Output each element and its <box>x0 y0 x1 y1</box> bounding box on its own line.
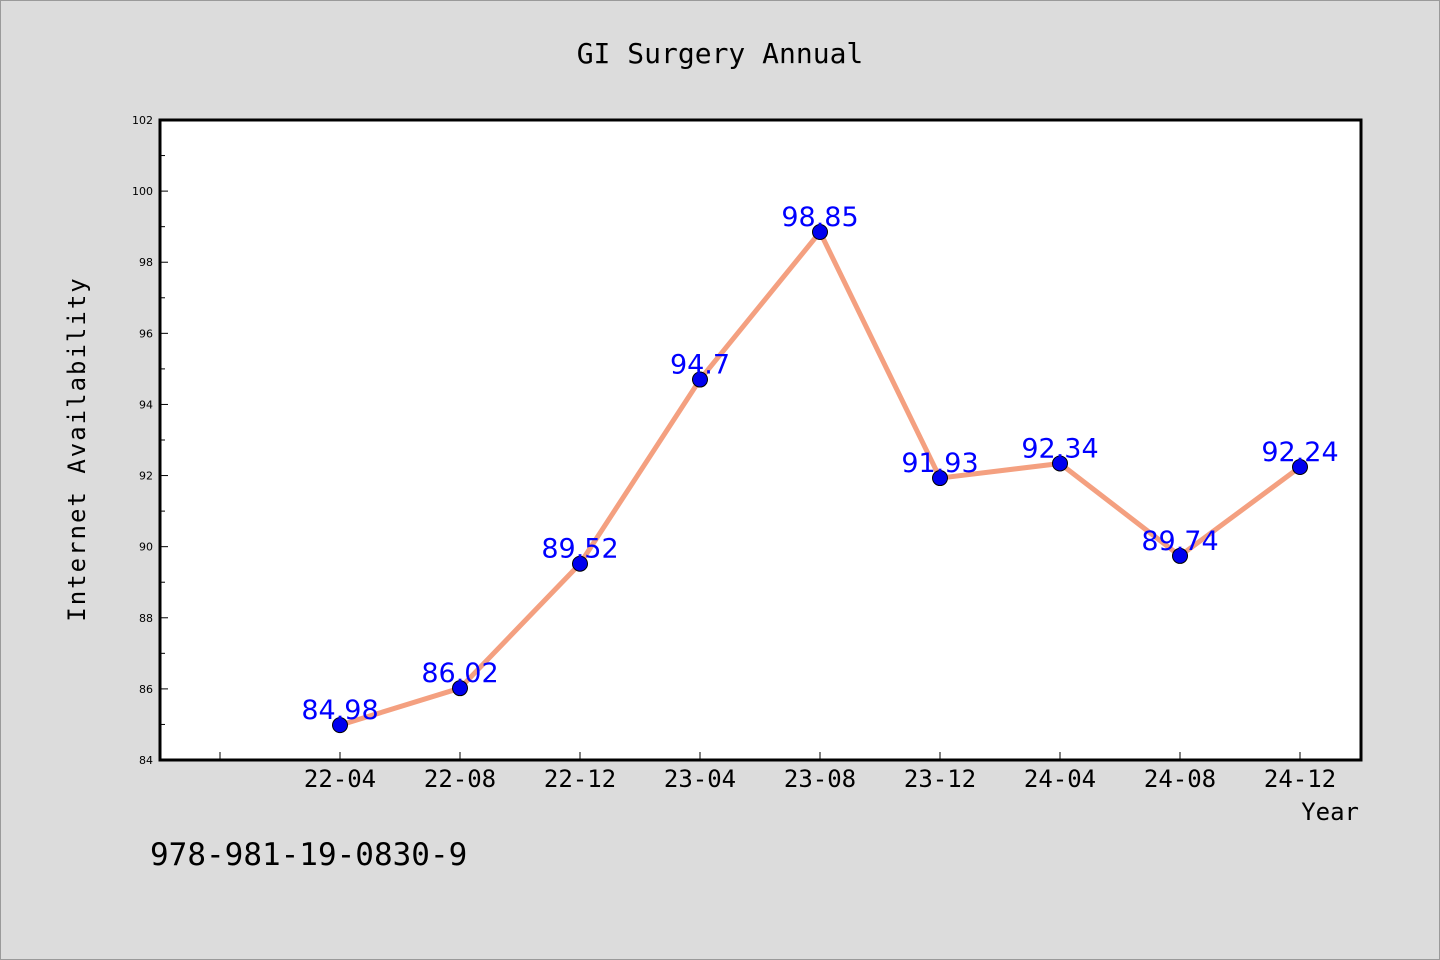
data-label: 91.93 <box>901 448 978 479</box>
data-labels-group: 84.98 86.02 89.52 94.7 98.85 91.93 92.34 89.74 9… <box>301 202 1338 726</box>
x-axis: 22-04 22-08 22-12 23-04 23-08 23-12 24-04 24-08… <box>219 752 1336 793</box>
data-point <box>572 555 588 572</box>
y-tick-label: 102 <box>132 114 153 127</box>
x-tick-label: 24-08 <box>1144 765 1216 793</box>
data-label: 92.24 <box>1261 437 1338 468</box>
data-point <box>1172 547 1188 564</box>
data-label: 98.85 <box>781 202 858 233</box>
isbn-text: 978-981-19-0830-9 <box>150 837 467 873</box>
y-tick-label: 98 <box>139 256 153 269</box>
x-tick-label: 22-08 <box>424 765 496 793</box>
x-tick-label: 23-08 <box>784 765 856 793</box>
y-tick-label: 100 <box>132 185 153 198</box>
data-point <box>692 371 708 388</box>
data-label: 84.98 <box>301 695 378 726</box>
x-axis-label: Year <box>1301 798 1359 826</box>
x-tick-label: 22-04 <box>304 765 376 793</box>
series-markers-group <box>332 224 1308 734</box>
data-label: 89.52 <box>541 534 618 565</box>
x-tick-label: 22-12 <box>544 765 616 793</box>
x-tick-label: 24-12 <box>1264 765 1336 793</box>
chart-title: GI Surgery Annual <box>577 37 864 70</box>
y-tick-label: 96 <box>139 327 153 340</box>
y-tick-label: 88 <box>139 612 153 625</box>
data-point <box>812 224 828 240</box>
y-tick-label: 86 <box>139 683 153 696</box>
data-point <box>932 470 948 487</box>
data-point <box>1292 459 1308 476</box>
data-point <box>332 717 348 734</box>
data-label: 89.74 <box>1141 526 1218 557</box>
plot-area <box>160 120 1361 760</box>
y-tick-label: 92 <box>139 470 153 483</box>
x-tick-label: 23-04 <box>664 765 736 793</box>
data-label: 86.02 <box>421 658 498 689</box>
data-label: 92.34 <box>1021 433 1098 464</box>
plot-border <box>158 118 1363 762</box>
y-tick-label: 94 <box>139 398 153 411</box>
x-tick-label: 23-12 <box>904 765 976 793</box>
data-point <box>1052 455 1068 472</box>
y-axis-label: Internet Availability <box>63 276 91 621</box>
y-tick-label: 84 <box>139 754 153 767</box>
data-point <box>452 680 468 697</box>
y-tick-label: 90 <box>139 541 153 554</box>
x-tick-label: 24-04 <box>1024 765 1096 793</box>
data-label: 94.7 <box>670 350 730 381</box>
